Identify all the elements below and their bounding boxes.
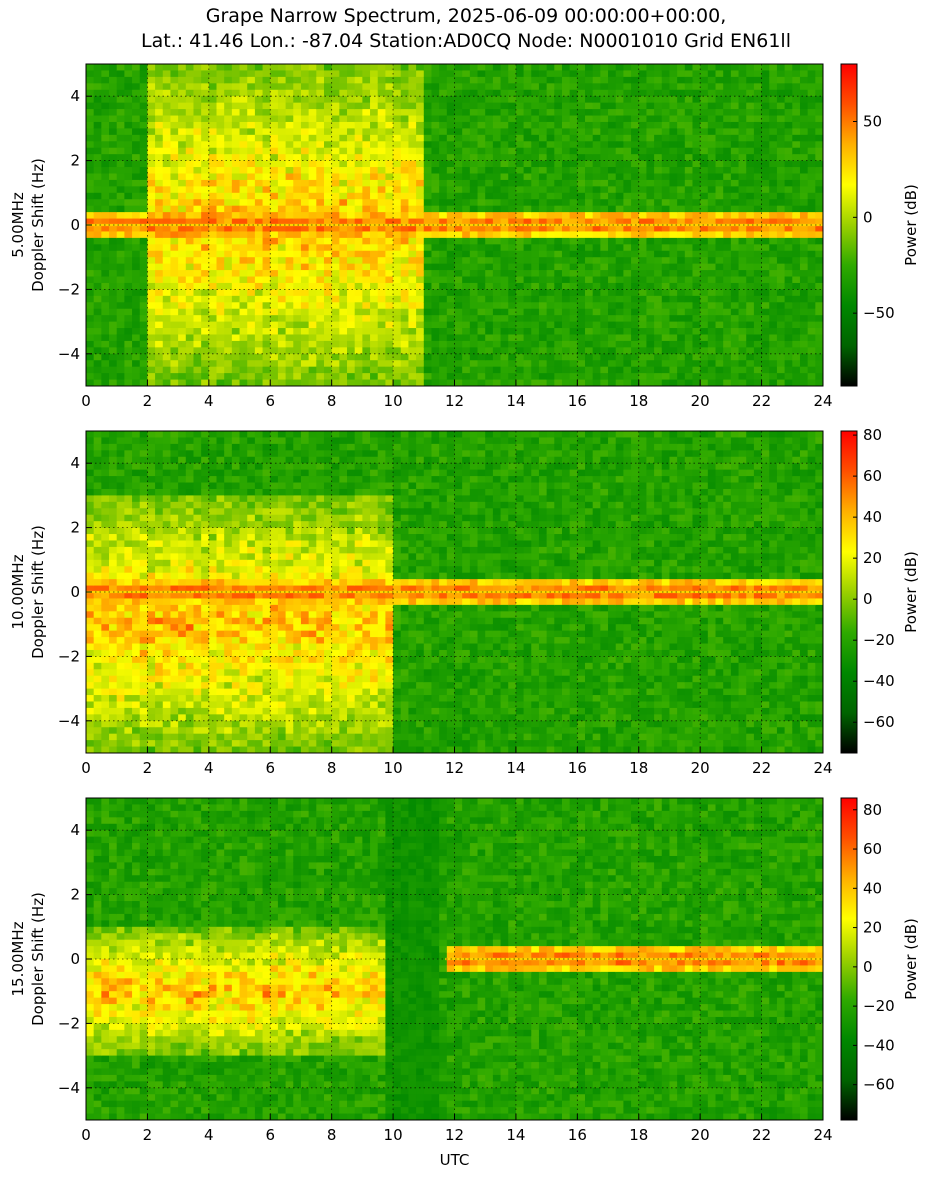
colorbar-tick-label: 80 [863,801,882,819]
y-tick-label: −2 [58,280,80,298]
x-tick-label: 4 [204,759,214,777]
x-tick-label: 6 [265,1126,275,1144]
colorbar-tick-label: −50 [863,304,895,322]
x-tick-label: 22 [752,392,771,410]
x-tick-label: 20 [691,392,710,410]
y-tick-label: −2 [58,647,80,665]
colorbar-tick-label: −60 [863,713,895,731]
colorbar-tick-label: 60 [863,840,882,858]
y-axis-label: Doppler Shift (Hz) [29,525,47,659]
x-tick-label: 16 [568,1126,587,1144]
colorbar-tick-label: 80 [863,426,882,444]
x-tick-label: 12 [445,1126,464,1144]
x-tick-label: 16 [568,759,587,777]
x-tick-label: 8 [327,1126,337,1144]
y-tick-label: 0 [70,950,80,968]
x-tick-label: 24 [813,1126,832,1144]
colorbar-label: Power (dB) [902,918,920,1000]
x-tick-label: 14 [506,1126,525,1144]
x-tick-label: 22 [752,1126,771,1144]
x-tick-label: 8 [327,392,337,410]
x-tick-label: 6 [265,759,275,777]
x-tick-label: 16 [568,392,587,410]
colorbar: −60 −40 −20 0 20 40 60 80 Power (dB) [840,797,920,1121]
x-tick-label: 18 [629,1126,648,1144]
chart-title-line2: Lat.: 41.46 Lon.: -87.04 Station:AD0CQ N… [141,30,791,52]
x-tick-label: 22 [752,759,771,777]
chart-title-line1: Grape Narrow Spectrum, 2025-06-09 00:00:… [205,5,727,27]
y-axis-label: Doppler Shift (Hz) [29,892,47,1026]
colorbar-tick-label: 0 [863,590,873,608]
y-tick-label: −4 [58,712,80,730]
colorbar-tick-label: 20 [863,919,882,937]
x-tick-label: 20 [691,1126,710,1144]
x-tick-label: 18 [629,759,648,777]
x-tick-label: 10 [384,759,403,777]
x-tick-label: 18 [629,392,648,410]
y-tick-label: 0 [70,583,80,601]
y-tick-label: 2 [70,152,80,170]
y-tick-label: −4 [58,1079,80,1097]
y-tick-label: 4 [70,87,80,105]
x-tick-label: 24 [813,392,832,410]
colorbar-gradient [840,430,858,754]
colorbar: −50 0 50 Power (dB) [840,63,920,387]
x-tick-label: 2 [143,1126,153,1144]
x-tick-label: 2 [143,392,153,410]
colorbar-tick-label: −20 [863,631,895,649]
colorbar-tick-label: 20 [863,549,882,567]
y-axis-label: Doppler Shift (Hz) [29,158,47,292]
y-axis-label-frequency: 15.00MHz [9,921,27,996]
x-tick-label: 12 [445,759,464,777]
heatmap-cells [86,64,823,386]
y-tick-label: −2 [58,1014,80,1032]
y-tick-label: 4 [70,454,80,472]
x-tick-label: 12 [445,392,464,410]
colorbar: −60 −40 −20 0 20 40 60 80 Power (dB) [840,426,920,754]
x-tick-label: 10 [384,392,403,410]
colorbar-tick-label: 0 [863,958,873,976]
y-axis-label-frequency: 5.00MHz [9,192,27,258]
x-tick-label: 14 [506,392,525,410]
x-tick-label: 8 [327,759,337,777]
colorbar-tick-label: 50 [863,113,882,131]
colorbar-tick-label: −20 [863,997,895,1015]
y-tick-label: 2 [70,886,80,904]
x-tick-label: 2 [143,759,153,777]
y-tick-label: 0 [70,216,80,234]
colorbar-gradient [840,797,858,1121]
y-tick-label: 4 [70,821,80,839]
y-tick-label: 2 [70,519,80,537]
y-axis-label-frequency: 10.00MHz [9,554,27,629]
colorbar-label: Power (dB) [902,551,920,633]
x-tick-label: 4 [204,392,214,410]
x-tick-label: 10 [384,1126,403,1144]
colorbar-tick-label: −40 [863,672,895,690]
x-tick-label: 14 [506,759,525,777]
x-tick-label: 20 [691,759,710,777]
y-tick-label: −4 [58,345,80,363]
heatmap-cells [86,798,823,1120]
x-tick-label: 24 [813,759,832,777]
colorbar-tick-label: −40 [863,1036,895,1054]
chart-title: Grape Narrow Spectrum, 2025-06-09 00:00:… [0,4,932,54]
colorbar-tick-label: 40 [863,508,882,526]
x-tick-label: 0 [81,759,91,777]
x-tick-label: 6 [265,392,275,410]
x-axis-label: UTC [440,1151,470,1169]
x-tick-label: 0 [81,392,91,410]
colorbar-tick-label: 60 [863,467,882,485]
colorbar-label: Power (dB) [902,184,920,266]
colorbar-tick-label: 0 [863,208,873,226]
heatmap-cells [86,431,823,753]
colorbar-gradient [840,63,858,387]
colorbar-tick-label: 40 [863,879,882,897]
colorbar-tick-label: −60 [863,1076,895,1094]
x-tick-label: 0 [81,1126,91,1144]
x-tick-label: 4 [204,1126,214,1144]
